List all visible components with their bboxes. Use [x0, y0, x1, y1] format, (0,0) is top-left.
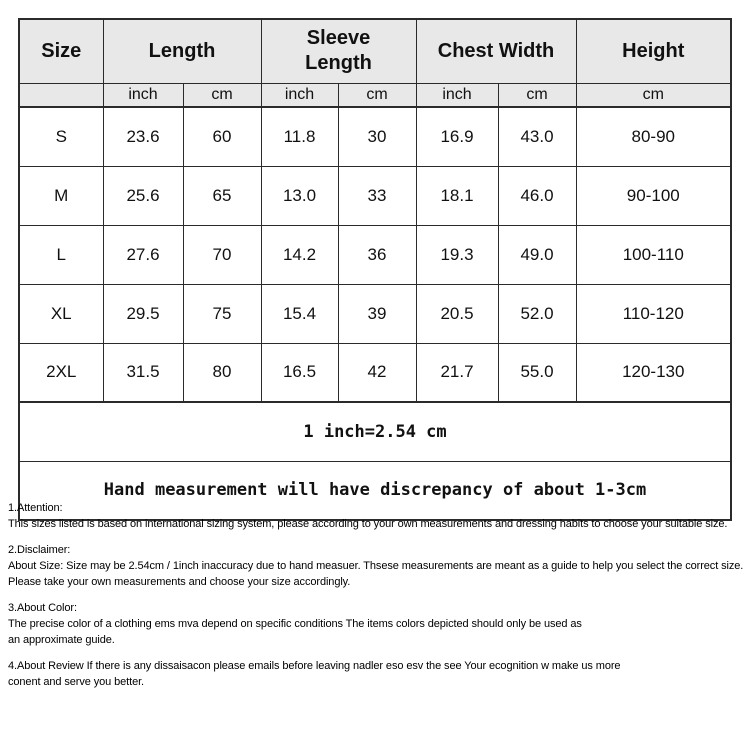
subheader-cell: cm — [337, 82, 417, 108]
value-cell: 31.5 — [102, 342, 184, 403]
value-cell: 75 — [182, 283, 262, 344]
measurement-note-row: Hand measurement will have discrepancy o… — [18, 460, 732, 521]
note-heading: 1.Attention: — [8, 502, 63, 514]
value-cell: 23.6 — [102, 106, 184, 167]
measurement-note: Hand measurement will have discrepancy o… — [18, 460, 732, 521]
value-cell: 90-100 — [575, 165, 732, 226]
size-cell: XL — [18, 283, 104, 344]
note-1: 1.Attention: This sizes listed is based o… — [8, 500, 748, 532]
column-header-height: Height — [575, 18, 732, 84]
value-cell: 33 — [337, 165, 417, 226]
value-cell: 29.5 — [102, 283, 184, 344]
column-header-sleeve-length-label: Sleeve Length — [305, 27, 372, 75]
subheader-cell: cm — [182, 82, 262, 108]
table-row: M 25.6 65 13.0 33 18.1 46.0 90-100 — [18, 165, 732, 226]
table-header: Size Length Sleeve Length Chest Width He… — [18, 18, 732, 108]
note-3: 3.About Color: The precise color of a clo… — [8, 600, 748, 648]
subheader-cell — [18, 82, 104, 108]
note-line: conent and serve you better. — [8, 676, 145, 688]
size-rows: S 23.6 60 11.8 30 16.9 43.0 80-90 M 25.6 65 13.0 33 1… — [18, 106, 732, 403]
table-row: XL 29.5 75 15.4 39 20.5 52.0 110-120 — [18, 283, 732, 344]
value-cell: 42 — [337, 342, 417, 403]
table-row: 2XL 31.5 80 16.5 42 21.7 55.0 120-130 — [18, 342, 732, 403]
size-cell: M — [18, 165, 104, 226]
table-row: L 27.6 70 14.2 36 19.3 49.0 100-110 — [18, 224, 732, 285]
value-cell: 80 — [182, 342, 262, 403]
value-cell: 13.0 — [260, 165, 339, 226]
value-cell: 19.3 — [415, 224, 499, 285]
note-line: The precise color of a clothing ems mva … — [8, 618, 582, 630]
column-header-chest-width: Chest Width — [415, 18, 577, 84]
value-cell: 21.7 — [415, 342, 499, 403]
value-cell: 110-120 — [575, 283, 732, 344]
value-cell: 49.0 — [497, 224, 577, 285]
column-header-length: Length — [102, 18, 262, 84]
subheader-cell: inch — [260, 82, 339, 108]
size-chart-table: Size Length Sleeve Length Chest Width He… — [18, 18, 733, 521]
subheader-cell: cm — [575, 82, 732, 108]
value-cell: 20.5 — [415, 283, 499, 344]
value-cell: 80-90 — [575, 106, 732, 167]
note-line: 4.About Review If there is any dissaisac… — [8, 660, 621, 672]
note-line: an approximate guide. — [8, 634, 115, 646]
header-row: Size Length Sleeve Length Chest Width He… — [18, 18, 732, 84]
note-heading: 2.Disclaimer: — [8, 544, 71, 556]
value-cell: 46.0 — [497, 165, 577, 226]
subheader-cell: cm — [497, 82, 577, 108]
size-cell: L — [18, 224, 104, 285]
subheader-cell: inch — [415, 82, 499, 108]
subheader-row: inch cm inch cm inch cm cm — [18, 82, 732, 108]
value-cell: 55.0 — [497, 342, 577, 403]
value-cell: 70 — [182, 224, 262, 285]
value-cell: 16.9 — [415, 106, 499, 167]
note-heading: 3.About Color: — [8, 602, 77, 614]
column-header-size: Size — [18, 18, 104, 84]
value-cell: 27.6 — [102, 224, 184, 285]
value-cell: 43.0 — [497, 106, 577, 167]
value-cell: 52.0 — [497, 283, 577, 344]
value-cell: 25.6 — [102, 165, 184, 226]
value-cell: 15.4 — [260, 283, 339, 344]
value-cell: 60 — [182, 106, 262, 167]
notes-section: 1.Attention: This sizes listed is based o… — [8, 500, 748, 700]
conversion-note-row: 1 inch=2.54 cm — [18, 401, 732, 462]
value-cell: 100-110 — [575, 224, 732, 285]
column-header-sleeve-length: Sleeve Length — [260, 18, 417, 84]
value-cell: 18.1 — [415, 165, 499, 226]
value-cell: 120-130 — [575, 342, 732, 403]
value-cell: 16.5 — [260, 342, 339, 403]
footer-rows: 1 inch=2.54 cm Hand measurement will have… — [18, 401, 732, 521]
value-cell: 39 — [337, 283, 417, 344]
note-line: Please take your own measurements and ch… — [8, 576, 351, 588]
table-row: S 23.6 60 11.8 30 16.9 43.0 80-90 — [18, 106, 732, 167]
conversion-note: 1 inch=2.54 cm — [18, 401, 732, 462]
note-line: This sizes listed is based on internatio… — [8, 518, 728, 530]
value-cell: 30 — [337, 106, 417, 167]
size-cell: 2XL — [18, 342, 104, 403]
note-line: About Size: Size may be 2.54cm / 1inch i… — [8, 560, 744, 572]
value-cell: 11.8 — [260, 106, 339, 167]
value-cell: 36 — [337, 224, 417, 285]
subheader-cell: inch — [102, 82, 184, 108]
note-2: 2.Disclaimer: About Size: Size may be 2.5… — [8, 542, 748, 590]
value-cell: 14.2 — [260, 224, 339, 285]
note-4: 4.About Review If there is any dissaisac… — [8, 658, 748, 690]
value-cell: 65 — [182, 165, 262, 226]
size-cell: S — [18, 106, 104, 167]
